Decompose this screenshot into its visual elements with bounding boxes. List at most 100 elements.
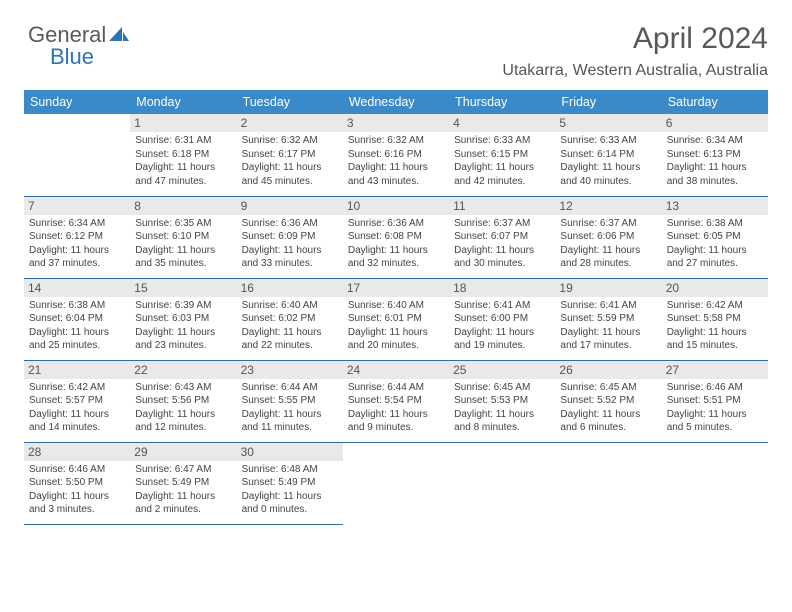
day-number: 15 [130,279,236,297]
day-number: 30 [237,443,343,461]
day-info: Sunrise: 6:45 AMSunset: 5:52 PMDaylight:… [560,381,656,435]
page-title: April 2024 [24,22,768,56]
day-info: Sunrise: 6:38 AMSunset: 6:05 PMDaylight:… [667,217,763,271]
calendar-cell: 23Sunrise: 6:44 AMSunset: 5:55 PMDayligh… [237,360,343,442]
day-info: Sunrise: 6:45 AMSunset: 5:53 PMDaylight:… [454,381,550,435]
col-sunday: Sunday [24,90,130,114]
calendar-cell: 8 Sunrise: 6:35 AMSunset: 6:10 PMDaylight… [130,196,236,278]
col-friday: Friday [555,90,661,114]
day-info: Sunrise: 6:31 AMSunset: 6:18 PMDaylight:… [135,134,231,188]
calendar-cell: 18 Sunrise: 6:41 AMSunset: 6:00 PMDayligh… [449,278,555,360]
calendar-cell: 30 Sunrise: 6:48 AMSunset: 5:49 PMDayligh… [237,442,343,524]
calendar-cell [662,442,768,524]
day-number: 20 [662,279,768,297]
calendar-row: 1 Sunrise: 6:31 AMSunset: 6:18 PMDaylight… [24,114,768,196]
day-number: 22 [130,361,236,379]
calendar-cell: 7 Sunrise: 6:34 AMSunset: 6:12 PMDaylight… [24,196,130,278]
day-number: 7 [24,197,130,215]
day-number: 18 [449,279,555,297]
calendar-cell: 1 Sunrise: 6:31 AMSunset: 6:18 PMDaylight… [130,114,236,196]
calendar-cell: 17 Sunrise: 6:40 AMSunset: 6:01 PMDayligh… [343,278,449,360]
calendar-cell [555,442,661,524]
day-info: Sunrise: 6:35 AMSunset: 6:10 PMDaylight:… [135,217,231,271]
calendar-cell: 15 Sunrise: 6:39 AMSunset: 6:03 PMDayligh… [130,278,236,360]
day-number: 10 [343,197,449,215]
day-number: 16 [237,279,343,297]
day-info: Sunrise: 6:44 AMSunset: 5:54 PMDaylight:… [348,381,444,435]
calendar-cell: 13 Sunrise: 6:38 AMSunset: 6:05 PMDayligh… [662,196,768,278]
calendar-cell: 4Sunrise: 6:33 AMSunset: 6:15 PMDaylight… [449,114,555,196]
day-number: 1 [130,114,236,132]
day-info: Sunrise: 6:47 AMSunset: 5:49 PMDaylight:… [135,463,231,517]
day-number: 21 [24,361,130,379]
day-info: Sunrise: 6:41 AMSunset: 5:59 PMDaylight:… [560,299,656,353]
col-saturday: Saturday [662,90,768,114]
day-number: 29 [130,443,236,461]
col-wednesday: Wednesday [343,90,449,114]
day-number: 13 [662,197,768,215]
logo-sail-icon [108,26,130,44]
day-number: 3 [343,114,449,132]
calendar-cell: 25 Sunrise: 6:45 AMSunset: 5:53 PMDayligh… [449,360,555,442]
calendar-cell: 5 Sunrise: 6:33 AMSunset: 6:14 PMDaylight… [555,114,661,196]
calendar-cell: 16 Sunrise: 6:40 AMSunset: 6:02 PMDayligh… [237,278,343,360]
col-monday: Monday [130,90,236,114]
day-info: Sunrise: 6:39 AMSunset: 6:03 PMDaylight:… [135,299,231,353]
day-number: 11 [449,197,555,215]
day-number: 25 [449,361,555,379]
day-info: Sunrise: 6:33 AMSunset: 6:14 PMDaylight:… [560,134,656,188]
calendar-cell: 29 Sunrise: 6:47 AMSunset: 5:49 PMDayligh… [130,442,236,524]
day-number: 8 [130,197,236,215]
day-number: 24 [343,361,449,379]
calendar-cell: 9Sunrise: 6:36 AMSunset: 6:09 PMDaylight… [237,196,343,278]
page-subtitle: Utakarra, Western Australia, Australia [24,62,768,80]
day-number: 2 [237,114,343,132]
day-info: Sunrise: 6:42 AMSunset: 5:58 PMDaylight:… [667,299,763,353]
calendar-row: 7 Sunrise: 6:34 AMSunset: 6:12 PMDaylight… [24,196,768,278]
col-tuesday: Tuesday [237,90,343,114]
day-info: Sunrise: 6:34 AMSunset: 6:12 PMDaylight:… [29,217,125,271]
calendar-row: 28 Sunrise: 6:46 AMSunset: 5:50 PMDayligh… [24,442,768,524]
header-row: Sunday Monday Tuesday Wednesday Thursday… [24,90,768,114]
day-info: Sunrise: 6:46 AMSunset: 5:51 PMDaylight:… [667,381,763,435]
calendar-cell: 19 Sunrise: 6:41 AMSunset: 5:59 PMDayligh… [555,278,661,360]
day-info: Sunrise: 6:32 AMSunset: 6:16 PMDaylight:… [348,134,444,188]
day-info: Sunrise: 6:48 AMSunset: 5:49 PMDaylight:… [242,463,338,517]
day-info: Sunrise: 6:40 AMSunset: 6:01 PMDaylight:… [348,299,444,353]
calendar-cell: 2Sunrise: 6:32 AMSunset: 6:17 PMDaylight… [237,114,343,196]
day-number: 26 [555,361,661,379]
day-number: 28 [24,443,130,461]
calendar-cell: 26 Sunrise: 6:45 AMSunset: 5:52 PMDayligh… [555,360,661,442]
day-number: 17 [343,279,449,297]
calendar-cell: 27 Sunrise: 6:46 AMSunset: 5:51 PMDayligh… [662,360,768,442]
calendar-cell: 24 Sunrise: 6:44 AMSunset: 5:54 PMDayligh… [343,360,449,442]
day-info: Sunrise: 6:40 AMSunset: 6:02 PMDaylight:… [242,299,338,353]
day-info: Sunrise: 6:43 AMSunset: 5:56 PMDaylight:… [135,381,231,435]
calendar-cell [24,114,130,196]
day-number: 19 [555,279,661,297]
calendar-cell: 14 Sunrise: 6:38 AMSunset: 6:04 PMDayligh… [24,278,130,360]
logo-text-blue: Blue [50,44,94,70]
day-info: Sunrise: 6:37 AMSunset: 6:07 PMDaylight:… [454,217,550,271]
day-number: 6 [662,114,768,132]
calendar-row: 14 Sunrise: 6:38 AMSunset: 6:04 PMDayligh… [24,278,768,360]
day-info: Sunrise: 6:36 AMSunset: 6:08 PMDaylight:… [348,217,444,271]
day-info: Sunrise: 6:36 AMSunset: 6:09 PMDaylight:… [242,217,338,271]
calendar-cell: 12 Sunrise: 6:37 AMSunset: 6:06 PMDayligh… [555,196,661,278]
col-thursday: Thursday [449,90,555,114]
calendar-table: Sunday Monday Tuesday Wednesday Thursday… [24,90,768,525]
calendar-cell [343,442,449,524]
day-number: 4 [449,114,555,132]
day-info: Sunrise: 6:41 AMSunset: 6:00 PMDaylight:… [454,299,550,353]
day-number: 5 [555,114,661,132]
calendar-cell: 6Sunrise: 6:34 AMSunset: 6:13 PMDaylight… [662,114,768,196]
day-info: Sunrise: 6:37 AMSunset: 6:06 PMDaylight:… [560,217,656,271]
day-info: Sunrise: 6:46 AMSunset: 5:50 PMDaylight:… [29,463,125,517]
day-number: 12 [555,197,661,215]
day-info: Sunrise: 6:38 AMSunset: 6:04 PMDaylight:… [29,299,125,353]
calendar-cell: 21 Sunrise: 6:42 AMSunset: 5:57 PMDayligh… [24,360,130,442]
calendar-cell: 20 Sunrise: 6:42 AMSunset: 5:58 PMDayligh… [662,278,768,360]
day-number: 14 [24,279,130,297]
day-info: Sunrise: 6:42 AMSunset: 5:57 PMDaylight:… [29,381,125,435]
day-number: 27 [662,361,768,379]
